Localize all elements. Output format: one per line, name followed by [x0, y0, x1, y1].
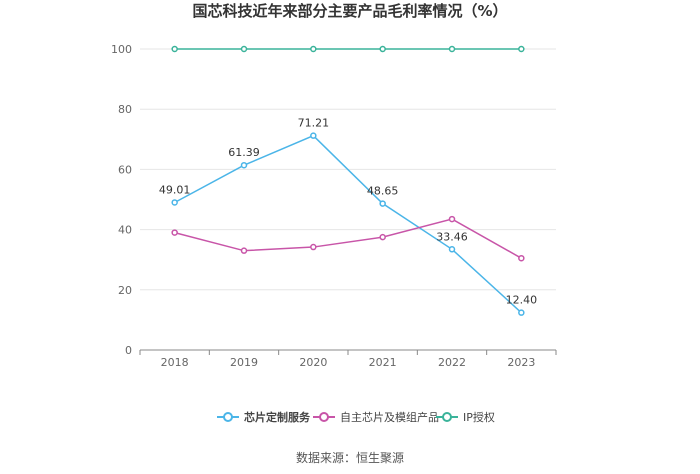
data-label: 48.65: [367, 185, 399, 198]
data-point: [379, 45, 386, 53]
data-point: [379, 200, 386, 207]
data-point: [310, 45, 317, 53]
data-point: [518, 309, 525, 316]
series-lines: [171, 45, 525, 316]
y-tick-label: 100: [111, 43, 132, 56]
data-point: [379, 233, 386, 241]
x-tick-label: 2021: [369, 356, 397, 369]
data-point: [448, 215, 456, 223]
legend-label: IP授权: [463, 410, 495, 424]
data-point: [310, 132, 317, 139]
x-tick-label: 2019: [230, 356, 258, 369]
data-point: [518, 45, 525, 53]
x-axis: 2018 2019 2020 2021 2022 2023: [139, 349, 557, 369]
y-tick-label: 40: [118, 224, 132, 237]
data-point: [240, 45, 248, 53]
x-tick-label: 2022: [438, 356, 466, 369]
legend-item[interactable]: IP授权: [436, 410, 495, 424]
data-point: [240, 247, 248, 254]
legend-item[interactable]: 芯片定制服务: [217, 410, 311, 424]
data-point: [310, 243, 317, 251]
series-line: [174, 134, 522, 314]
y-tick-label: 60: [118, 163, 132, 176]
y-tick-label: 80: [118, 103, 132, 116]
data-source: 数据来源：恒生聚源: [296, 450, 404, 465]
legend-label: 芯片定制服务: [244, 410, 311, 424]
y-tick-label: 0: [125, 344, 132, 357]
series-line: [174, 218, 522, 259]
data-point: [518, 254, 525, 262]
data-label: 49.01: [159, 183, 191, 196]
data-point: [171, 229, 178, 236]
data-point: [240, 161, 248, 169]
x-tick-label: 2020: [299, 356, 327, 369]
data-label: 33.46: [436, 230, 468, 243]
y-axis-ticks: 0 20 40 60 80 100: [111, 43, 132, 357]
data-labels: 49.01 61.39 71.21 48.65 33.46 12.40: [159, 117, 537, 307]
data-label: 12.40: [506, 294, 538, 307]
data-point: [448, 45, 456, 53]
chart-title: 国芯科技近年来部分主要产品毛利率情况（%）: [192, 2, 507, 20]
legend[interactable]: 芯片定制服务 自主芯片及模组产品 IP授权: [217, 410, 495, 424]
legend-item[interactable]: 自主芯片及模组产品: [313, 410, 439, 424]
data-point: [171, 199, 178, 206]
legend-marker: [223, 412, 233, 422]
data-point: [171, 45, 178, 53]
data-label: 61.39: [228, 146, 260, 159]
y-tick-label: 20: [118, 284, 132, 297]
legend-marker: [319, 412, 329, 422]
x-tick-label: 2023: [507, 356, 535, 369]
data-label: 71.21: [298, 117, 330, 130]
data-point: [448, 246, 456, 253]
legend-label: 自主芯片及模组产品: [340, 410, 439, 424]
legend-marker: [442, 412, 452, 422]
x-tick-label: 2018: [161, 356, 189, 369]
